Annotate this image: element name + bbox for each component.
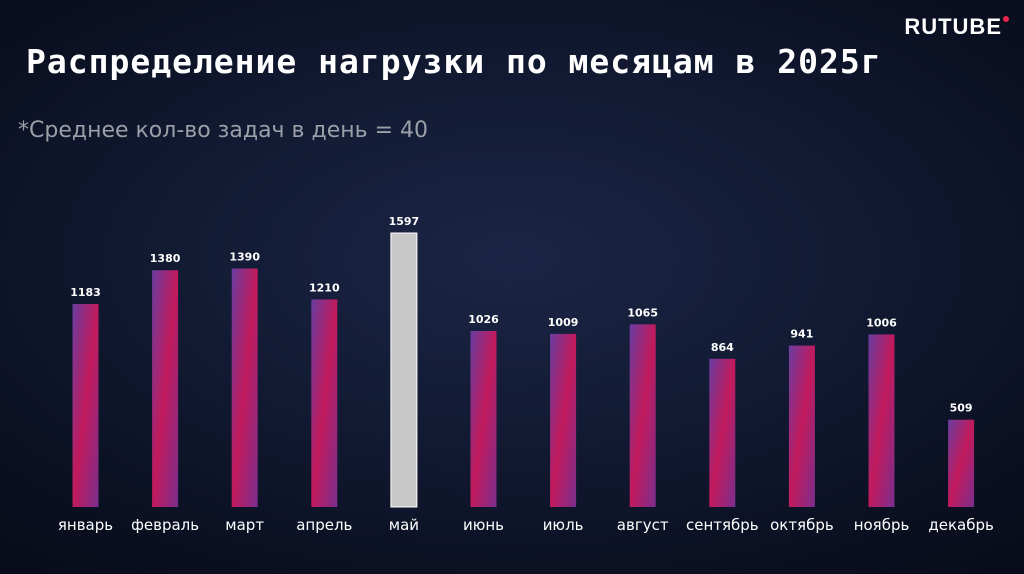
x-tick-label: июль [543, 516, 584, 534]
data-label: 1183 [70, 286, 101, 299]
data-label: 1597 [389, 215, 420, 228]
data-label: 1380 [150, 252, 181, 265]
data-label: 509 [950, 402, 973, 415]
page-title: Распределение нагрузки по месяцам в 2025… [26, 42, 882, 81]
data-label: 864 [711, 341, 734, 354]
bar-сентябрь [709, 358, 736, 507]
data-label: 1009 [548, 316, 579, 329]
x-tick-label: ноябрь [854, 516, 910, 534]
data-label: 941 [790, 328, 813, 341]
x-tick-label: апрель [296, 516, 352, 534]
x-tick-label: сентябрь [686, 516, 759, 534]
bar-август [629, 324, 656, 507]
x-tick-label: февраль [131, 516, 199, 534]
x-tick-label: декабрь [928, 516, 993, 534]
bar-апрель [311, 299, 338, 507]
data-label: 1006 [866, 316, 897, 329]
bar-март [231, 268, 258, 507]
bar-май [390, 232, 418, 508]
bar-июнь [470, 331, 497, 507]
x-tick-label: июнь [463, 516, 504, 534]
logo-dot-icon [1003, 16, 1009, 22]
data-label: 1210 [309, 281, 340, 294]
page-subtitle: *Среднее кол-во задач в день = 40 [18, 118, 429, 143]
bar-ноябрь [868, 334, 895, 507]
data-label: 1026 [468, 313, 499, 326]
x-tick-label: август [617, 516, 669, 534]
logo-text: RUTUBE [904, 14, 1002, 39]
bar-декабрь [948, 419, 975, 507]
data-label: 1065 [627, 306, 658, 319]
x-tick-label: март [225, 516, 264, 534]
bar-январь [72, 304, 99, 507]
x-tick-label: январь [58, 516, 113, 534]
x-tick-label: май [389, 516, 419, 534]
bar-февраль [152, 270, 179, 507]
x-tick-label: октябрь [770, 516, 834, 534]
bar-июль [550, 333, 577, 507]
data-label: 1390 [229, 251, 260, 264]
bar-октябрь [788, 345, 815, 507]
rutube-logo: RUTUBE [904, 14, 1009, 40]
